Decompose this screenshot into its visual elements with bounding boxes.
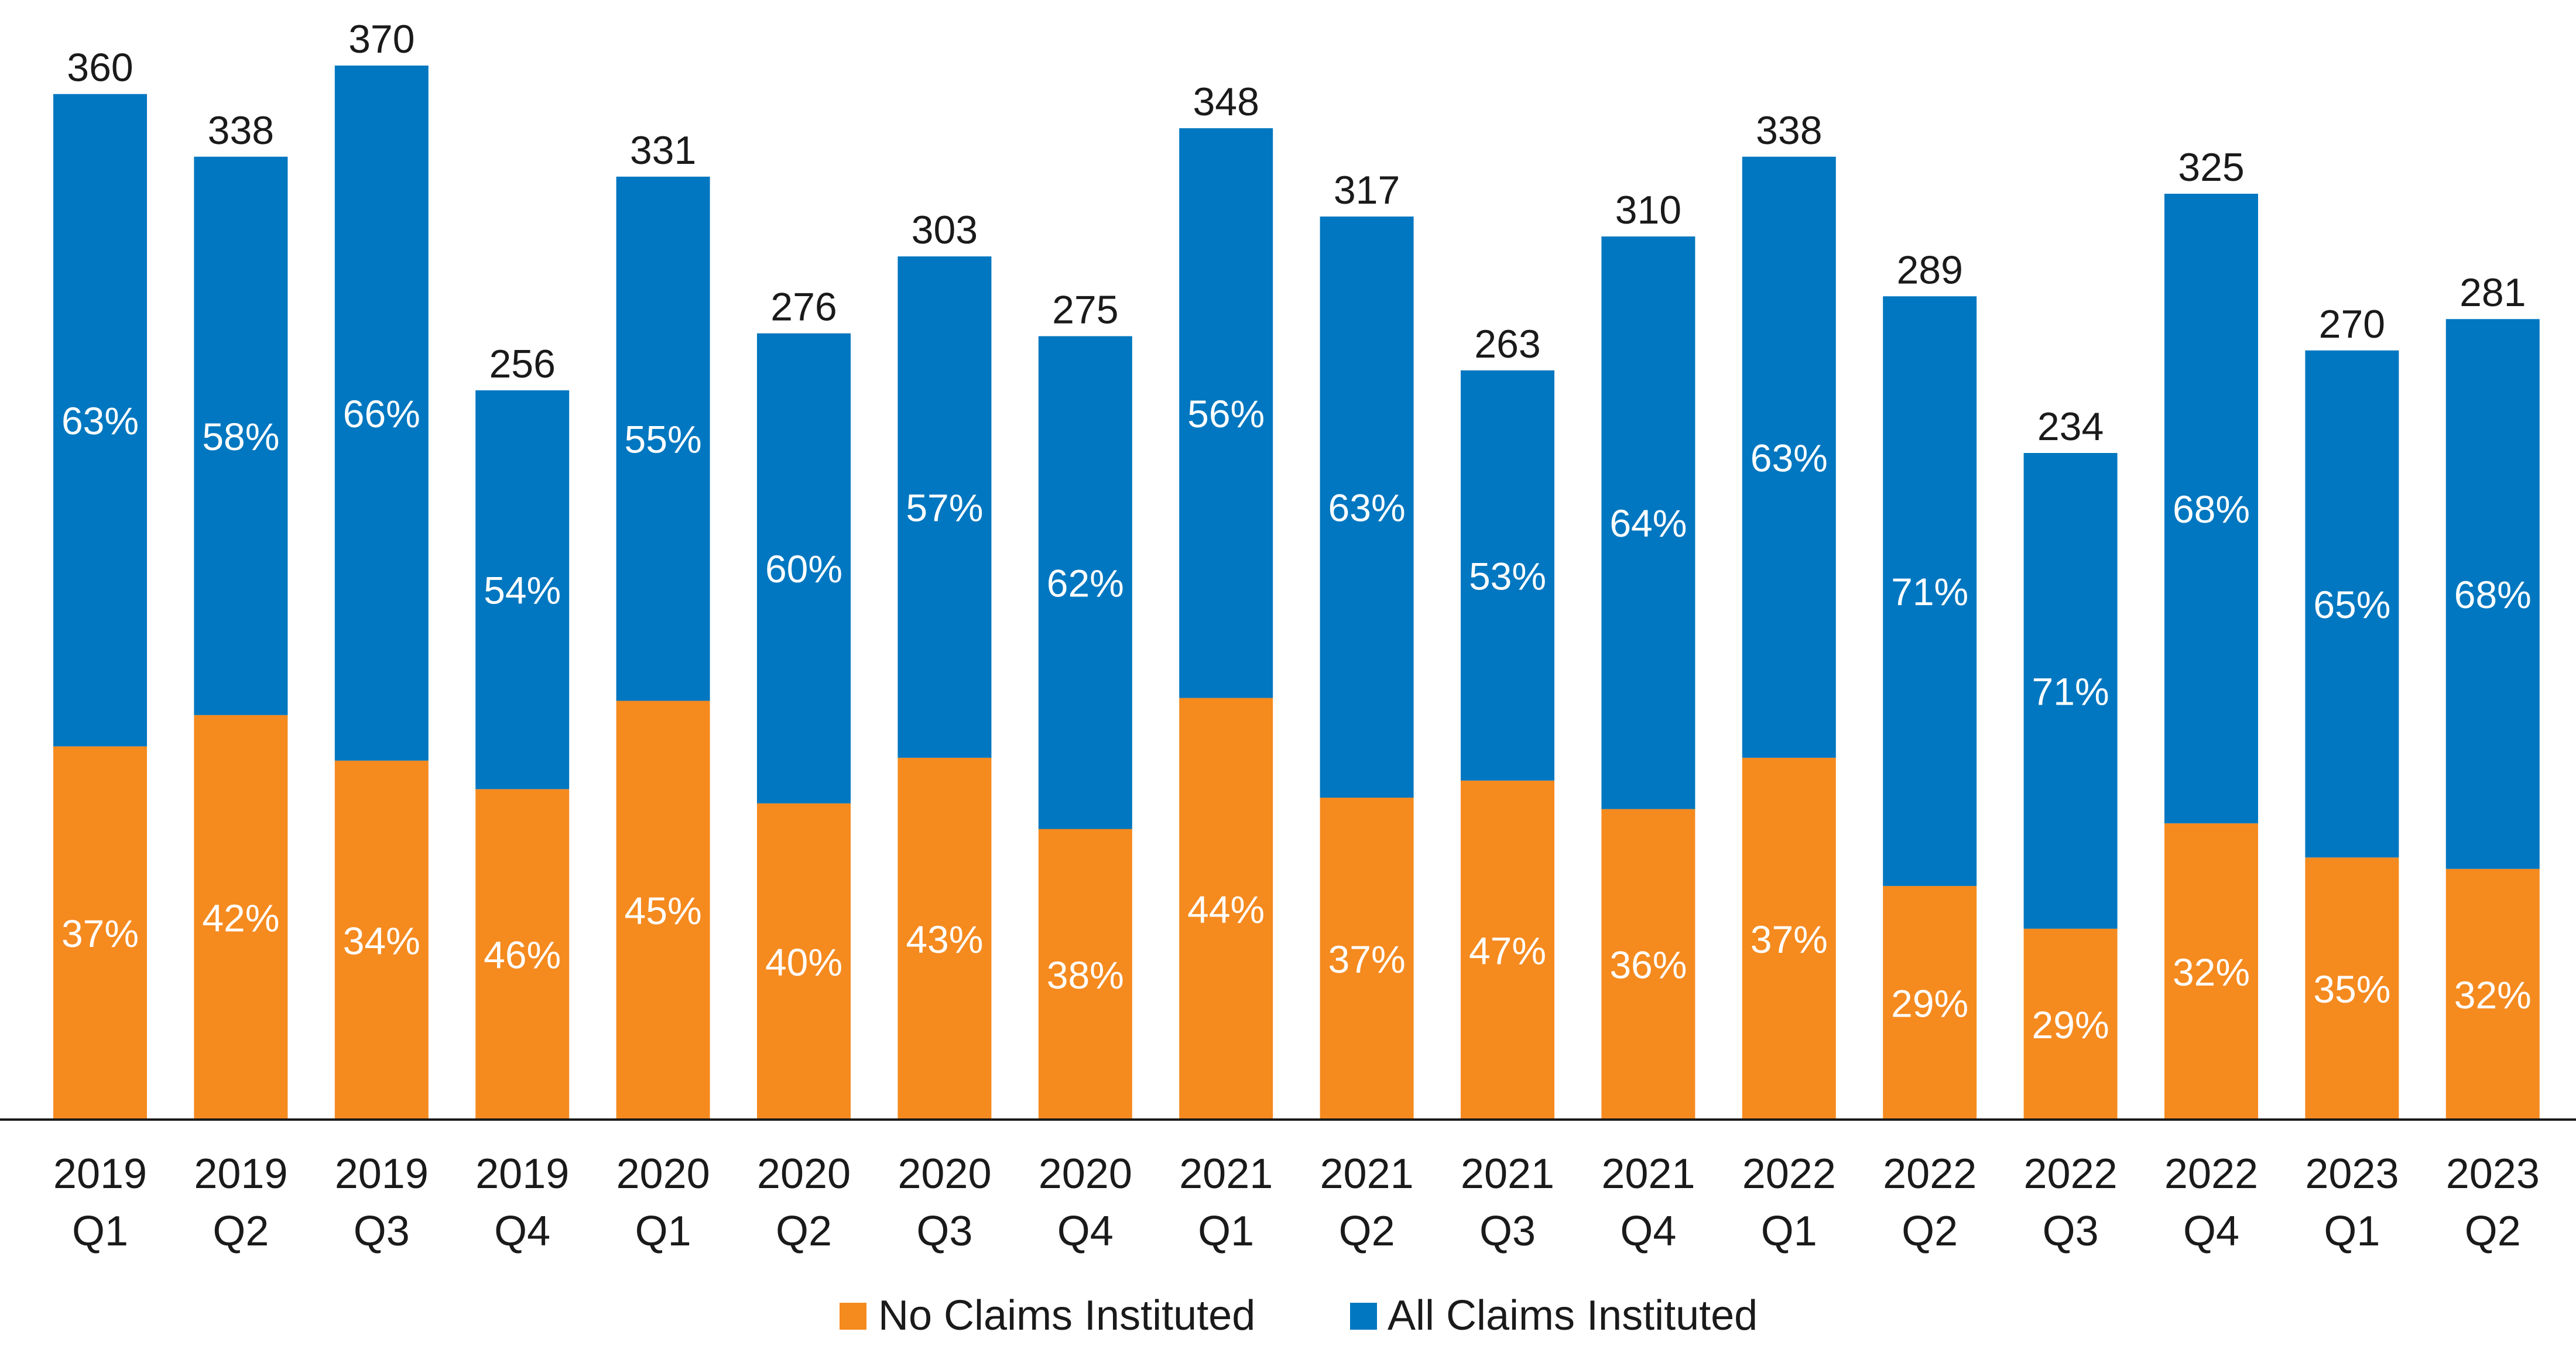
bar-percent-label-no-claims: 43% bbox=[906, 918, 983, 961]
x-tick-label-year: 2022 bbox=[1742, 1151, 1836, 1197]
x-tick-label-year: 2020 bbox=[616, 1151, 710, 1197]
bar-total-label: 256 bbox=[489, 342, 555, 386]
legend-label: No Claims Instituted bbox=[878, 1292, 1255, 1339]
legend-swatch bbox=[840, 1303, 866, 1330]
bar-total-label: 310 bbox=[1615, 188, 1681, 232]
bar-percent-label-no-claims: 42% bbox=[202, 896, 279, 939]
bar-percent-label-no-claims: 29% bbox=[1891, 981, 1968, 1025]
x-tick-label-year: 2021 bbox=[1461, 1151, 1554, 1197]
bar-percent-label-all-claims: 60% bbox=[765, 547, 842, 591]
x-tick-label-year: 2022 bbox=[2024, 1151, 2118, 1197]
bar-percent-label-all-claims: 68% bbox=[2454, 573, 2532, 616]
labels-layer: 360 63% 37% 338 58% 42% 370 66% 34% 256 54% 46% 331 5… bbox=[61, 17, 2532, 1046]
x-tick-label-year: 2019 bbox=[475, 1151, 569, 1197]
bar-percent-label-no-claims: 35% bbox=[2313, 967, 2390, 1011]
x-tick-label-quarter: Q1 bbox=[72, 1208, 128, 1255]
bar-percent-label-all-claims: 57% bbox=[906, 486, 983, 529]
x-tick-label-quarter: Q4 bbox=[1620, 1208, 1676, 1255]
x-tick-label-quarter: Q1 bbox=[635, 1208, 691, 1255]
x-tick-label-quarter: Q3 bbox=[2043, 1208, 2099, 1255]
legend: No Claims Instituted All Claims Institute… bbox=[840, 1292, 1758, 1339]
bar-percent-label-all-claims: 66% bbox=[343, 392, 420, 435]
bar-percent-label-all-claims: 65% bbox=[2313, 583, 2390, 626]
bar-total-label: 338 bbox=[208, 108, 274, 153]
x-tick-label-quarter: Q3 bbox=[1479, 1208, 1536, 1255]
bar-total-label: 276 bbox=[770, 285, 837, 329]
x-tick-label-year: 2022 bbox=[1883, 1151, 1976, 1197]
legend-swatch bbox=[1350, 1303, 1377, 1330]
x-tick-label-quarter: Q2 bbox=[1339, 1208, 1395, 1255]
bar-percent-label-all-claims: 68% bbox=[2173, 488, 2250, 531]
bar-percent-label-no-claims: 32% bbox=[2173, 950, 2250, 994]
bar-percent-label-no-claims: 34% bbox=[343, 919, 420, 962]
bar-total-label: 275 bbox=[1052, 287, 1118, 332]
x-tick-label-year: 2019 bbox=[53, 1151, 147, 1197]
x-tick-label-quarter: Q4 bbox=[2183, 1208, 2239, 1255]
bar-percent-label-all-claims: 63% bbox=[1751, 436, 1828, 479]
bar-percent-label-no-claims: 46% bbox=[484, 933, 561, 977]
bar-percent-label-no-claims: 37% bbox=[1328, 938, 1406, 981]
bar-total-label: 303 bbox=[912, 208, 978, 252]
legend-label: All Claims Instituted bbox=[1388, 1292, 1758, 1339]
bar-percent-label-no-claims: 44% bbox=[1187, 888, 1265, 931]
bar-percent-label-no-claims: 47% bbox=[1469, 929, 1546, 972]
bar-total-label: 325 bbox=[2178, 145, 2244, 190]
bar-percent-label-all-claims: 55% bbox=[625, 418, 702, 461]
x-tick-label-quarter: Q3 bbox=[354, 1208, 410, 1255]
bar-total-label: 338 bbox=[1756, 108, 1822, 153]
x-tick-label-year: 2023 bbox=[2305, 1151, 2399, 1197]
bar-total-label: 360 bbox=[67, 46, 133, 90]
x-tick-label-year: 2021 bbox=[1601, 1151, 1695, 1197]
x-tick-label-quarter: Q2 bbox=[213, 1208, 269, 1255]
x-tick-label-quarter: Q2 bbox=[1902, 1208, 1958, 1255]
bar-percent-label-all-claims: 63% bbox=[1328, 486, 1406, 529]
bar-percent-label-all-claims: 58% bbox=[202, 415, 279, 458]
x-tick-label-year: 2022 bbox=[2164, 1151, 2258, 1197]
bar-total-label: 331 bbox=[630, 128, 696, 173]
bar-percent-label-all-claims: 62% bbox=[1047, 561, 1124, 605]
bar-percent-label-no-claims: 36% bbox=[1609, 943, 1687, 987]
bar-total-label: 317 bbox=[1334, 168, 1400, 212]
x-axis-tick-labels: 2019 Q1 2019 Q2 2019 Q3 2019 Q4 2020 Q1 2020 Q2 2020… bbox=[53, 1151, 2540, 1255]
bar-percent-label-all-claims: 54% bbox=[484, 569, 561, 612]
bar-total-label: 281 bbox=[2459, 270, 2526, 315]
stacked-bar-chart: 360 63% 37% 338 58% 42% 370 66% 34% 256 54% 46% 331 5… bbox=[0, 0, 2576, 1349]
x-tick-label-year: 2019 bbox=[335, 1151, 429, 1197]
bar-percent-label-no-claims: 38% bbox=[1047, 953, 1124, 997]
bar-percent-label-no-claims: 37% bbox=[61, 912, 139, 955]
bar-total-label: 234 bbox=[2037, 404, 2104, 449]
x-tick-label-year: 2020 bbox=[1039, 1151, 1132, 1197]
bar-percent-label-all-claims: 56% bbox=[1187, 392, 1265, 435]
bar-percent-label-all-claims: 63% bbox=[61, 399, 139, 442]
bar-percent-label-all-claims: 71% bbox=[1891, 570, 1968, 613]
x-tick-label-quarter: Q1 bbox=[1198, 1208, 1254, 1255]
bar-total-label: 348 bbox=[1193, 80, 1259, 124]
x-tick-label-quarter: Q1 bbox=[2324, 1208, 2380, 1255]
bar-total-label: 263 bbox=[1474, 322, 1540, 366]
x-tick-label-year: 2020 bbox=[757, 1151, 851, 1197]
bar-total-label: 289 bbox=[1896, 248, 1962, 292]
x-tick-label-quarter: Q2 bbox=[776, 1208, 832, 1255]
x-tick-label-year: 2019 bbox=[194, 1151, 287, 1197]
x-tick-label-year: 2021 bbox=[1179, 1151, 1273, 1197]
x-tick-label-year: 2020 bbox=[898, 1151, 991, 1197]
bar-percent-label-all-claims: 64% bbox=[1609, 502, 1687, 545]
x-tick-label-quarter: Q2 bbox=[2465, 1208, 2521, 1255]
bar-total-label: 270 bbox=[2319, 302, 2385, 346]
x-tick-label-quarter: Q3 bbox=[916, 1208, 972, 1255]
x-tick-label-year: 2023 bbox=[2446, 1151, 2540, 1197]
bar-percent-label-no-claims: 29% bbox=[2032, 1003, 2109, 1046]
x-tick-label-quarter: Q1 bbox=[1761, 1208, 1817, 1255]
bar-percent-label-no-claims: 40% bbox=[765, 940, 842, 984]
bar-percent-label-all-claims: 71% bbox=[2032, 670, 2109, 713]
bar-percent-label-no-claims: 37% bbox=[1751, 918, 1828, 961]
bar-total-label: 370 bbox=[348, 17, 415, 61]
bars-layer bbox=[53, 66, 2540, 1120]
x-tick-label-year: 2021 bbox=[1320, 1151, 1414, 1197]
bar-percent-label-no-claims: 32% bbox=[2454, 973, 2532, 1017]
bar-percent-label-all-claims: 53% bbox=[1469, 554, 1546, 598]
bar-percent-label-no-claims: 45% bbox=[625, 889, 702, 932]
x-tick-label-quarter: Q4 bbox=[494, 1208, 550, 1255]
x-tick-label-quarter: Q4 bbox=[1057, 1208, 1114, 1255]
